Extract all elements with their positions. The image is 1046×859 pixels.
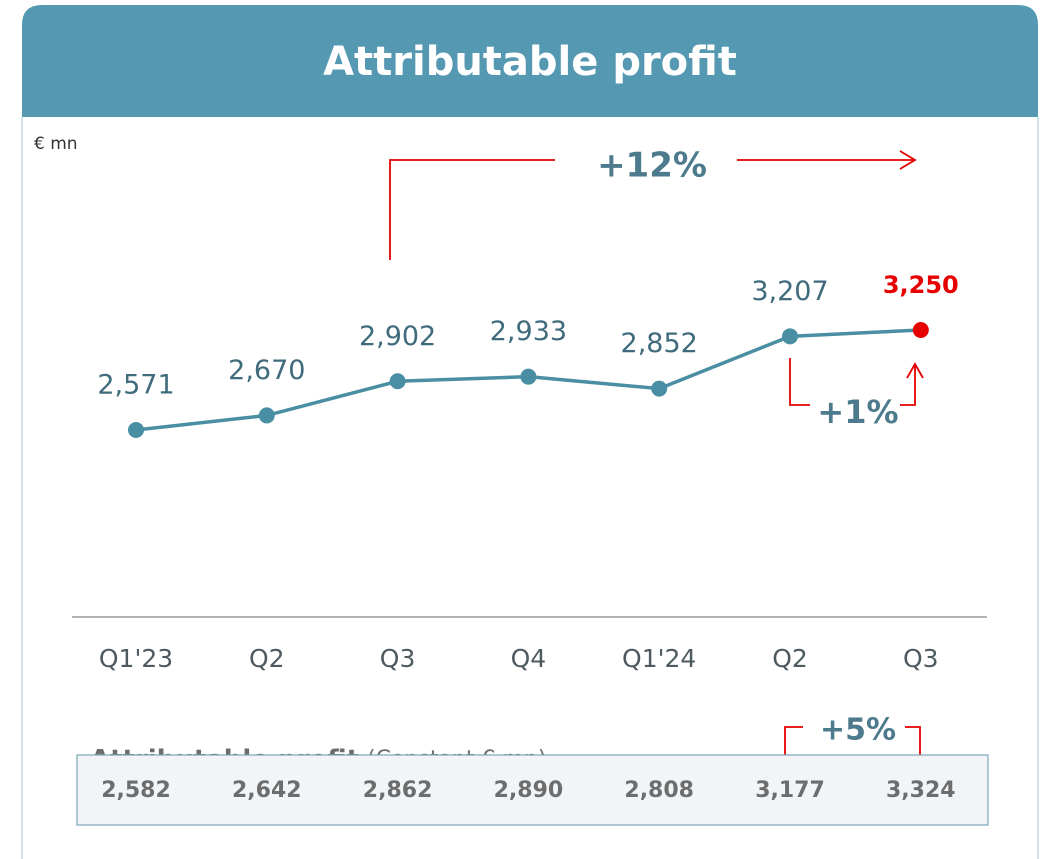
data-label: 2,670 xyxy=(228,355,305,386)
chart-title: Attributable profit xyxy=(323,39,737,85)
annotation: +12% xyxy=(597,146,707,186)
table-cell: 2,808 xyxy=(624,778,694,803)
table-cell: 3,324 xyxy=(886,778,956,803)
table-cell: 2,890 xyxy=(494,778,564,803)
x-tick-label: Q3 xyxy=(380,644,416,673)
unit-label: € mn xyxy=(34,134,78,154)
data-label: 2,852 xyxy=(621,328,698,359)
point xyxy=(520,368,537,385)
data-label: 3,207 xyxy=(751,276,828,307)
table-cell: 2,862 xyxy=(363,778,433,803)
data-label: 2,933 xyxy=(490,316,567,347)
table-cell: 2,582 xyxy=(101,778,171,803)
x-tick-label: Q1'24 xyxy=(622,644,696,673)
point xyxy=(782,328,798,345)
table-row xyxy=(76,754,989,826)
header xyxy=(22,5,1038,117)
table-cell: 3,177 xyxy=(755,778,825,803)
data-label: 3,250 xyxy=(883,271,959,299)
point xyxy=(912,322,929,338)
point xyxy=(389,373,406,390)
point xyxy=(651,380,668,397)
x-tick-label: Q3 xyxy=(903,644,939,673)
x-tick-label: Q1'23 xyxy=(99,644,173,673)
point xyxy=(258,407,275,424)
point xyxy=(128,422,144,438)
table-cell: 2,642 xyxy=(232,778,302,803)
x-tick-label: Q4 xyxy=(511,644,547,673)
annotation-arrows xyxy=(389,150,929,778)
data-label: 2,571 xyxy=(97,370,174,401)
data-label: 2,902 xyxy=(359,321,436,352)
annotation: +5% xyxy=(820,713,896,748)
x-tick-label: Q2 xyxy=(772,644,808,673)
annotation: +1% xyxy=(817,393,898,431)
x-tick-label: Q2 xyxy=(249,644,285,673)
